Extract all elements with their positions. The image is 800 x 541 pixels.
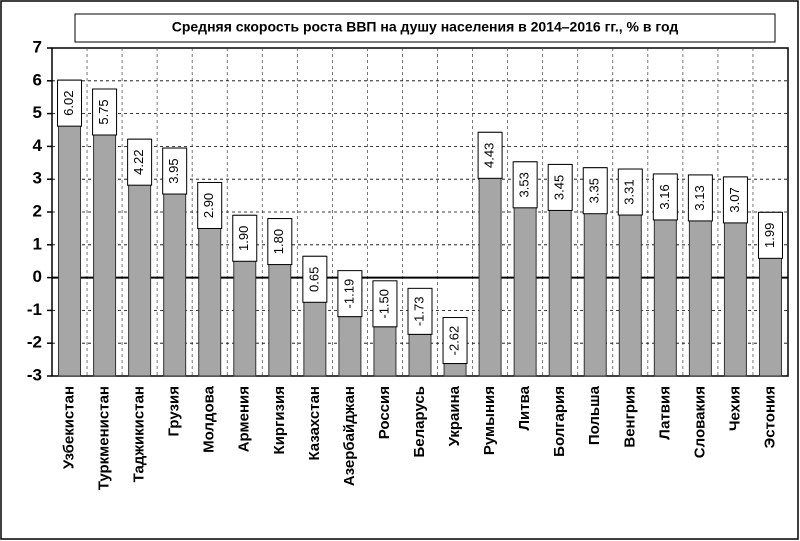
x-tick-label: Болгария [551,386,568,457]
value-label: -1.50 [376,289,391,319]
value-label: 5.75 [96,99,111,124]
value-label: 3.13 [692,185,707,210]
value-label-box [267,218,293,266]
value-label: -2.62 [446,326,461,356]
value-label-box [442,317,468,365]
x-tick-label: Молдова [201,385,218,453]
value-label: 6.02 [61,90,76,115]
value-label-box [302,255,328,303]
x-tick-label: Латвия [656,386,673,440]
value-label-box [57,79,83,127]
bar [408,333,432,377]
value-label-box [547,163,573,211]
y-tick-label: -3 [27,365,42,384]
value-label: 0.65 [306,267,321,292]
value-label-box [407,287,433,335]
value-label: -1.19 [341,279,356,309]
x-tick-label: Узбекистан [60,386,77,469]
y-tick-label: -1 [27,300,42,319]
value-label: 4.43 [482,143,497,168]
y-tick-label: 1 [33,234,42,253]
value-label-box [337,270,363,318]
x-tick-label: Грузия [166,386,183,436]
value-label: 3.07 [727,187,742,212]
bar [373,326,397,377]
y-tick-label: 6 [33,70,42,89]
y-tick-label: 3 [33,169,42,188]
value-label: 3.35 [587,178,602,203]
y-tick-label: -2 [27,333,42,352]
value-label: 3.95 [166,158,181,183]
value-label: 2.90 [201,193,216,218]
x-tick-label: Азербайджан [341,386,358,486]
value-label-box [197,181,223,229]
x-tick-label: Украина [446,385,463,446]
x-tick-label: Киргизия [271,386,288,454]
value-label: 1.99 [762,223,777,248]
value-label: 1.80 [271,229,286,254]
x-tick-label: Польша [586,385,603,445]
x-tick-label: Литва [516,385,533,430]
chart-title: Средняя скорость роста ВВП на душу насел… [172,19,679,35]
value-label-box [162,147,188,195]
y-tick-label: 7 [33,37,42,56]
value-label-box [92,88,118,136]
value-label: 3.16 [657,184,672,209]
y-tick-label: 5 [33,103,42,122]
title-box [74,13,776,43]
x-tick-label: Туркменистан [96,386,113,490]
value-label: 4.22 [131,150,146,175]
x-tick-label: Венгрия [621,386,638,448]
value-label-box [512,161,538,209]
y-tick-label: 2 [33,201,42,220]
y-tick-label: 4 [33,136,43,155]
x-tick-label: Чехия [726,386,743,431]
value-label-box [582,167,608,215]
x-tick-label: Таджикистан [131,386,148,482]
value-label-box [652,173,678,221]
x-tick-label: Россия [376,386,393,439]
value-label: 3.45 [552,175,567,200]
value-label: 3.53 [517,172,532,197]
value-label: 1.90 [236,226,251,251]
value-label-box [372,280,398,328]
value-label-box [477,131,503,179]
x-tick-label: Эстония [761,386,778,448]
y-tick-label: 0 [33,267,42,286]
x-tick-label: Беларусь [411,386,428,458]
bar [338,316,362,377]
x-tick-label: Румыния [481,386,498,455]
value-label-box [232,214,258,262]
x-tick-label: Армения [236,386,253,452]
value-label-box [617,168,643,216]
value-label: 3.31 [622,179,637,204]
value-label: -1.73 [411,297,426,327]
value-label-box [127,138,153,186]
value-label-box [722,176,748,224]
x-tick-label: Словакия [691,386,708,458]
bar [443,363,467,377]
value-label-box [687,174,713,222]
value-label-box [757,211,783,259]
x-tick-label: Казахстан [306,386,323,461]
